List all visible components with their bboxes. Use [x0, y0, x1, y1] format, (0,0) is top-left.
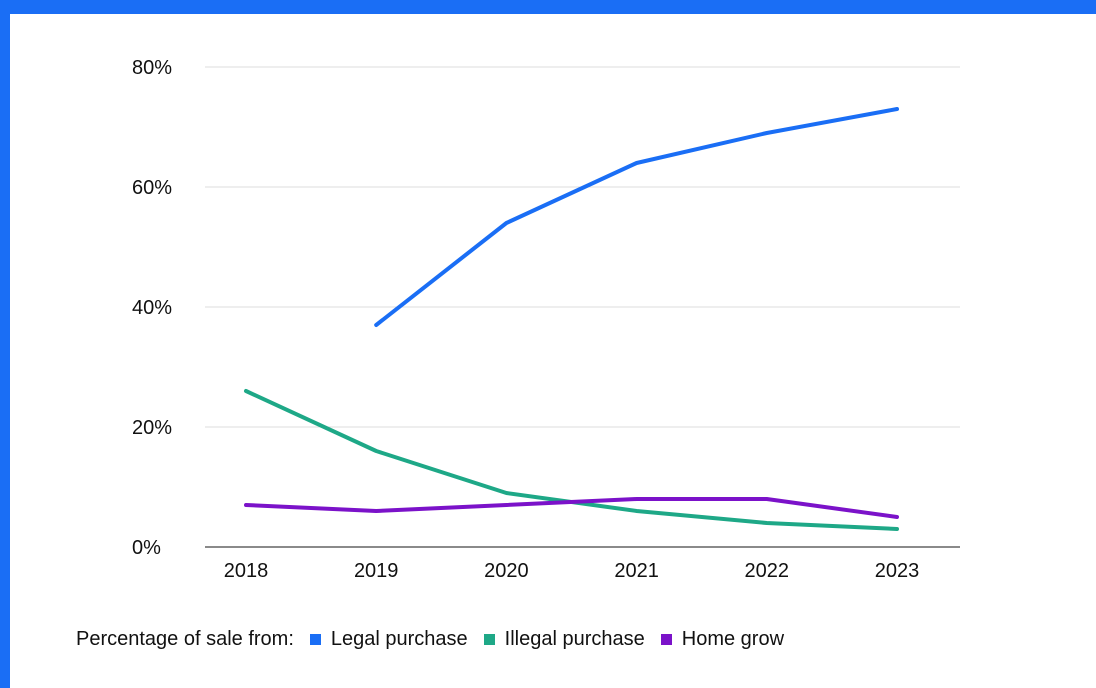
x-tick-label: 2018	[224, 560, 269, 582]
legend-swatch-legal-purchase	[309, 634, 321, 645]
series-line-legal-purchase	[374, 107, 899, 327]
legend-prefix: Percentage of sale from:	[76, 628, 294, 650]
legend-swatch-illegal-purchase	[483, 634, 495, 645]
legend: Percentage of sale from: Legal purchase …	[76, 628, 784, 651]
y-tick-label: 80%	[132, 57, 172, 79]
x-tick-label: 2019	[354, 560, 399, 582]
chart-panel: 0% 20% 40% 60% 80% 2018 2019 2020 2021 2022 2023 …	[10, 14, 1096, 688]
y-tick-label: 60%	[132, 177, 172, 199]
legend-label-illegal-purchase: Illegal purchase	[504, 628, 645, 650]
y-tick-label: 0%	[132, 537, 161, 559]
legend-item-legal-purchase: Legal purchase	[309, 628, 468, 651]
series-lines	[244, 107, 899, 531]
y-axis-tick-labels: 0% 20% 40% 60% 80%	[132, 57, 172, 559]
line-chart: 0% 20% 40% 60% 80% 2018 2019 2020 2021 2022 2023	[132, 57, 960, 582]
legend-swatch-home-grow	[660, 634, 672, 645]
legend-item-home-grow: Home grow	[660, 628, 785, 651]
x-tick-label: 2022	[745, 560, 790, 582]
y-tick-label: 40%	[132, 297, 172, 319]
y-tick-label: 20%	[132, 417, 172, 439]
series-line-home-grow	[244, 497, 899, 519]
x-tick-label: 2020	[484, 560, 529, 582]
legend-item-illegal-purchase: Illegal purchase	[483, 628, 645, 651]
gridlines	[205, 66, 960, 548]
x-tick-label: 2023	[875, 560, 920, 582]
x-axis-tick-labels: 2018 2019 2020 2021 2022 2023	[224, 560, 920, 582]
legend-label-home-grow: Home grow	[681, 628, 785, 650]
x-tick-label: 2021	[614, 560, 659, 582]
legend-label-legal-purchase: Legal purchase	[330, 628, 468, 650]
